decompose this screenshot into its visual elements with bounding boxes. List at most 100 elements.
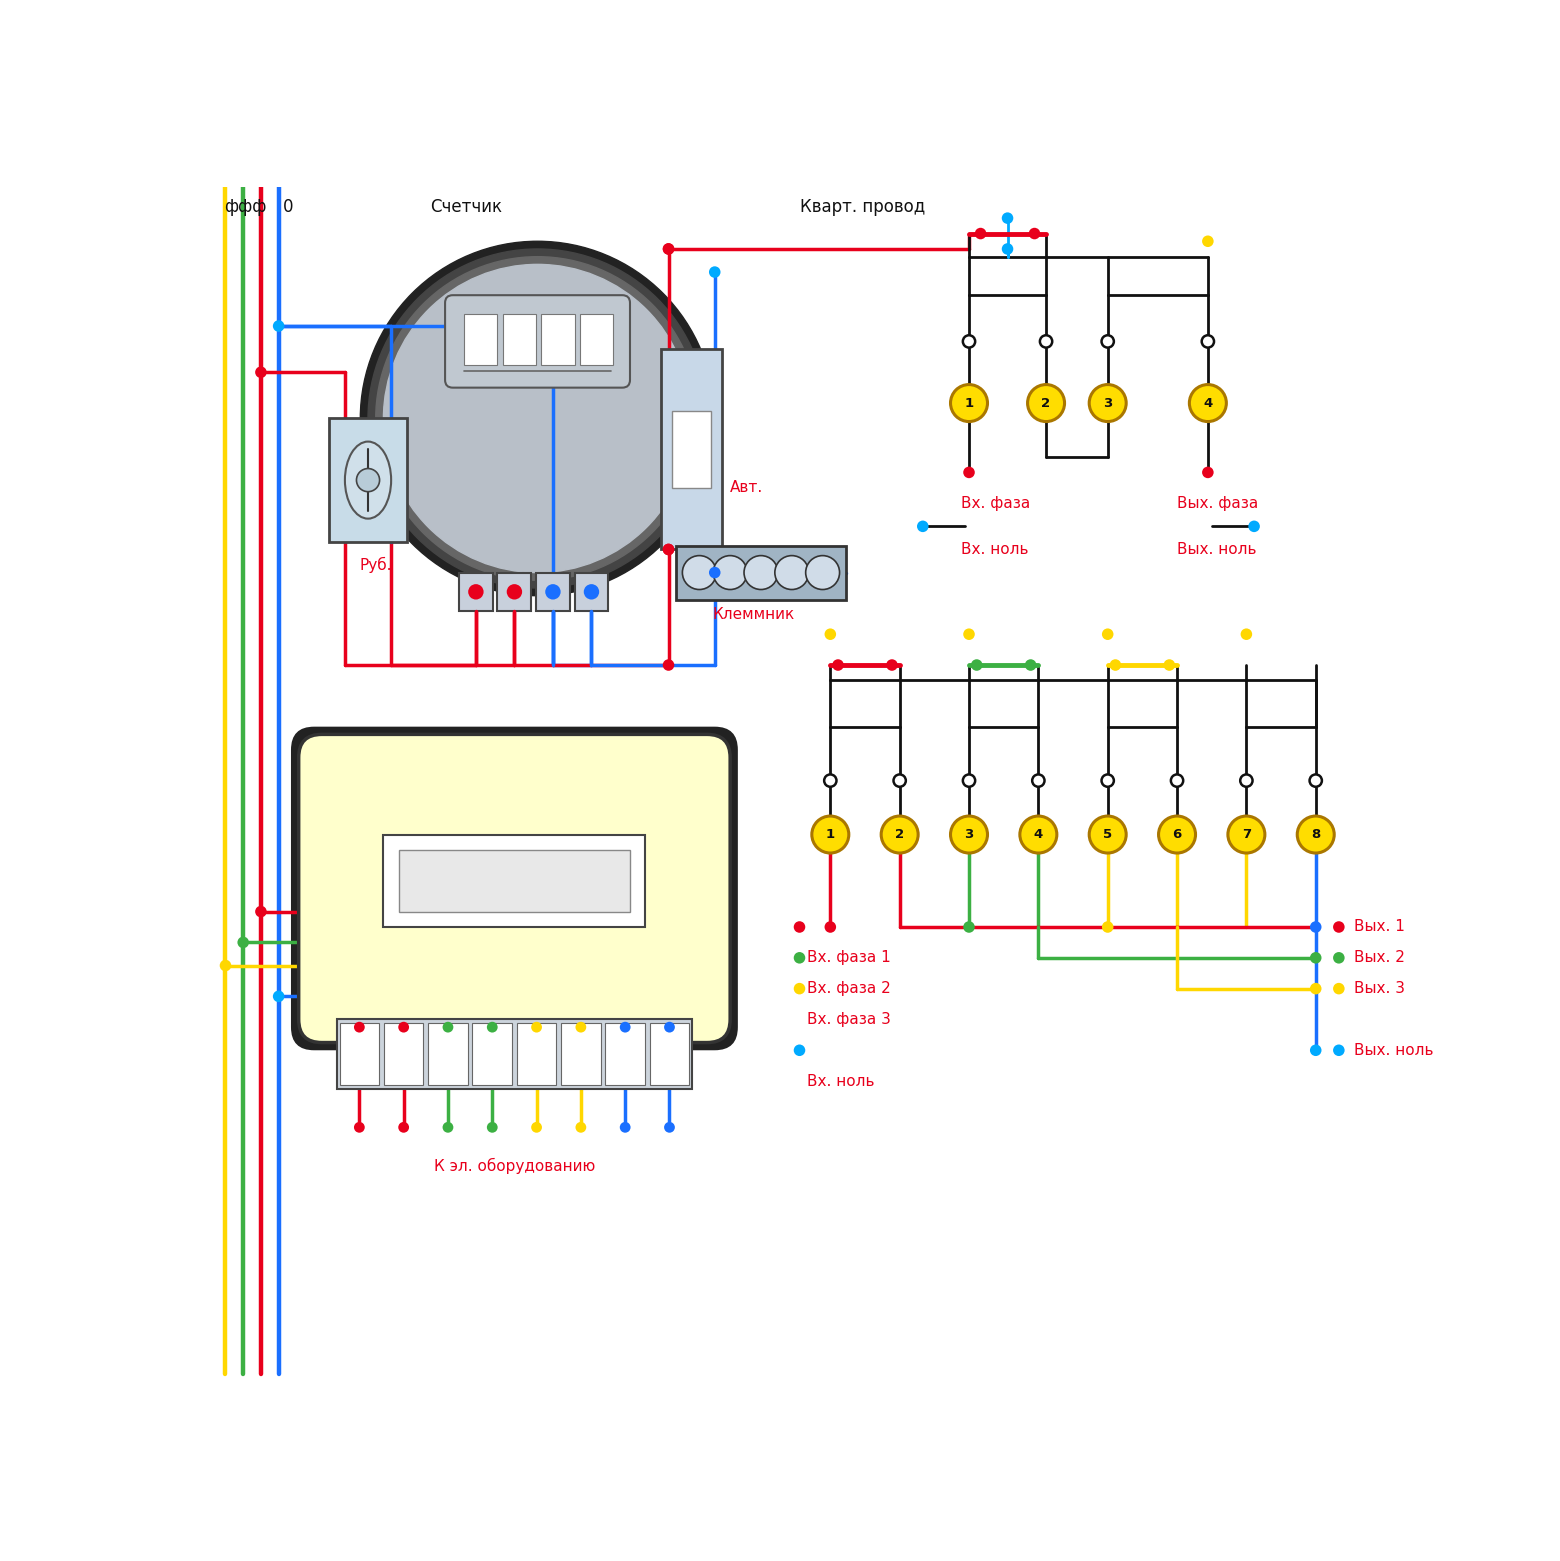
Ellipse shape xyxy=(384,264,691,573)
Circle shape xyxy=(443,1022,454,1032)
Text: 2: 2 xyxy=(895,827,905,841)
Text: 1: 1 xyxy=(964,396,973,409)
Circle shape xyxy=(1189,384,1226,421)
Text: 6: 6 xyxy=(1173,827,1181,841)
Circle shape xyxy=(220,960,231,971)
Circle shape xyxy=(1033,774,1045,787)
Circle shape xyxy=(794,983,805,994)
Circle shape xyxy=(576,1122,587,1133)
Bar xyxy=(384,835,646,927)
Text: 3: 3 xyxy=(964,827,973,841)
Ellipse shape xyxy=(368,248,707,588)
Circle shape xyxy=(237,937,250,948)
Ellipse shape xyxy=(376,256,699,581)
Bar xyxy=(574,573,608,610)
Text: 0: 0 xyxy=(282,198,293,215)
Circle shape xyxy=(794,921,805,933)
Ellipse shape xyxy=(345,442,392,518)
Circle shape xyxy=(1109,659,1122,671)
Circle shape xyxy=(886,659,897,671)
Circle shape xyxy=(487,1122,498,1133)
Circle shape xyxy=(1310,952,1321,963)
Circle shape xyxy=(1041,336,1053,348)
Circle shape xyxy=(256,905,267,918)
Circle shape xyxy=(1028,384,1064,421)
Circle shape xyxy=(708,567,721,578)
Circle shape xyxy=(546,584,560,599)
Circle shape xyxy=(1240,774,1253,787)
Circle shape xyxy=(487,1022,498,1032)
Circle shape xyxy=(663,543,674,556)
Circle shape xyxy=(576,1022,587,1032)
Circle shape xyxy=(443,1122,454,1133)
Bar xyxy=(675,546,846,599)
Bar xyxy=(541,314,574,365)
Text: 3: 3 xyxy=(1103,396,1112,409)
Circle shape xyxy=(963,921,975,933)
Circle shape xyxy=(398,1022,409,1032)
Bar xyxy=(661,350,722,549)
Circle shape xyxy=(530,1022,541,1032)
Circle shape xyxy=(1101,921,1114,933)
Circle shape xyxy=(663,244,674,254)
Text: 7: 7 xyxy=(1242,827,1251,841)
Circle shape xyxy=(1309,774,1321,787)
Circle shape xyxy=(811,816,849,852)
Circle shape xyxy=(468,584,484,599)
Circle shape xyxy=(1228,816,1265,852)
Text: 1: 1 xyxy=(825,827,835,841)
Bar xyxy=(473,1024,512,1085)
Circle shape xyxy=(663,659,674,671)
Circle shape xyxy=(1203,236,1214,247)
Text: Вх. фаза 2: Вх. фаза 2 xyxy=(807,982,891,996)
Circle shape xyxy=(825,629,836,640)
Circle shape xyxy=(1248,520,1260,532)
Circle shape xyxy=(1310,1044,1321,1057)
Text: К эл. оборудованию: К эл. оборудованию xyxy=(434,1158,594,1174)
Circle shape xyxy=(794,1044,805,1057)
FancyBboxPatch shape xyxy=(298,734,730,1043)
Circle shape xyxy=(1020,816,1056,852)
Circle shape xyxy=(1310,983,1321,994)
Bar xyxy=(649,1024,690,1085)
Text: ффф: ффф xyxy=(225,198,267,215)
Circle shape xyxy=(1159,816,1195,852)
Text: 4: 4 xyxy=(1034,827,1044,841)
Circle shape xyxy=(825,921,836,933)
Circle shape xyxy=(1025,659,1036,671)
Circle shape xyxy=(1101,336,1114,348)
Circle shape xyxy=(530,1122,541,1133)
Circle shape xyxy=(619,1022,630,1032)
Circle shape xyxy=(357,468,379,492)
Text: Вых. ноль: Вых. ноль xyxy=(1354,1043,1434,1058)
Circle shape xyxy=(805,556,839,590)
Circle shape xyxy=(354,1022,365,1032)
Bar xyxy=(537,573,569,610)
Text: Вх. фаза 1: Вх. фаза 1 xyxy=(807,951,891,965)
Circle shape xyxy=(1203,467,1214,478)
Circle shape xyxy=(665,1022,675,1032)
Circle shape xyxy=(507,584,523,599)
Bar xyxy=(399,849,630,912)
Circle shape xyxy=(665,1122,675,1133)
Bar xyxy=(672,411,711,487)
Circle shape xyxy=(1298,816,1334,852)
Bar xyxy=(384,1024,423,1085)
Circle shape xyxy=(256,367,267,378)
Circle shape xyxy=(1089,816,1126,852)
Circle shape xyxy=(744,556,778,590)
Circle shape xyxy=(708,267,721,278)
Circle shape xyxy=(824,774,836,787)
Circle shape xyxy=(975,228,986,239)
Circle shape xyxy=(794,952,805,963)
Text: Кварт. провод: Кварт. провод xyxy=(799,198,925,215)
Text: Вых. 1: Вых. 1 xyxy=(1354,919,1406,935)
Text: Авт.: Авт. xyxy=(730,481,763,495)
Circle shape xyxy=(894,774,906,787)
FancyBboxPatch shape xyxy=(445,295,630,387)
Circle shape xyxy=(663,244,674,254)
Circle shape xyxy=(1334,983,1345,994)
Circle shape xyxy=(663,543,674,556)
Circle shape xyxy=(713,556,747,590)
Circle shape xyxy=(619,1122,630,1133)
